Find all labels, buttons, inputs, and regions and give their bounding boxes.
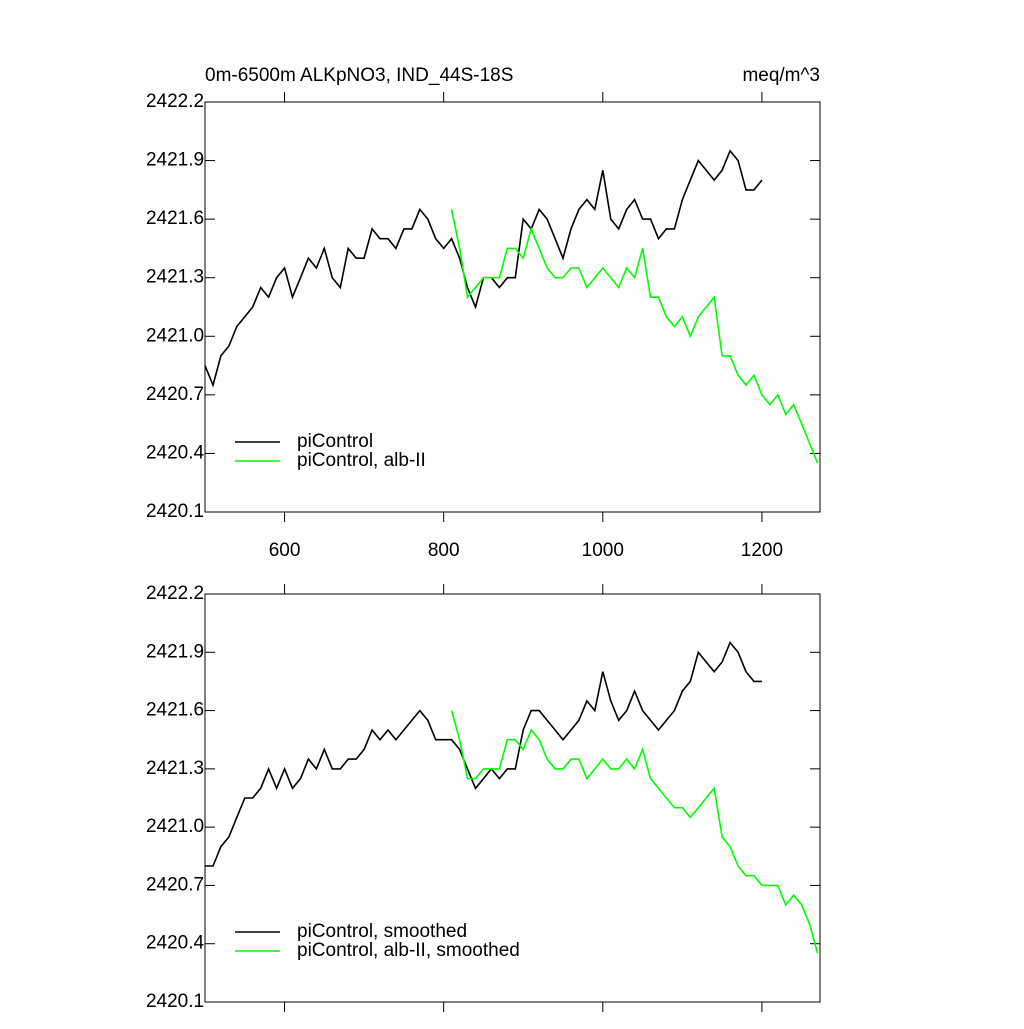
legend-label: piControl, smoothed [297,921,467,942]
data-line [205,641,762,867]
legend-label: piControl [297,431,373,452]
y-tick-label: 2420.1 [146,501,204,522]
units-label: meq/m^3 [742,65,820,86]
y-tick-label: 2421.3 [146,267,204,288]
y-tick-label: 2421.9 [146,150,204,171]
chart-title: 0m-6500m ALKpNO3, IND_44S-18S [205,65,513,86]
data-line [204,149,763,388]
x-tick-label: 600 [269,540,301,561]
y-tick-label: 2421.0 [146,816,204,837]
data-line [450,209,819,464]
y-tick-label: 2420.7 [146,874,204,895]
x-tick-label: 1000 [582,540,624,561]
x-tick-label: 1200 [741,540,783,561]
y-tick-label: 2420.4 [146,442,205,463]
y-tick-label: 2421.6 [146,700,204,721]
data-line [450,710,819,954]
y-tick-label: 2421.9 [146,641,204,662]
plot-frame [204,101,821,513]
legend-label: piControl, alb-II, smoothed [297,940,520,961]
y-tick-label: 2420.4 [146,933,205,954]
y-tick-label: 2421.6 [146,208,204,229]
y-tick-label: 2422.2 [146,91,204,112]
y-tick-label: 2422.2 [146,583,204,604]
legend-label: piControl, alb-II [297,450,426,471]
y-tick-label: 2420.1 [146,991,204,1012]
plot-frame [204,593,821,1003]
y-tick-label: 2420.7 [146,384,204,405]
x-tick-label: 800 [428,540,460,561]
y-tick-label: 2421.0 [146,325,204,346]
y-tick-label: 2421.3 [146,758,204,779]
